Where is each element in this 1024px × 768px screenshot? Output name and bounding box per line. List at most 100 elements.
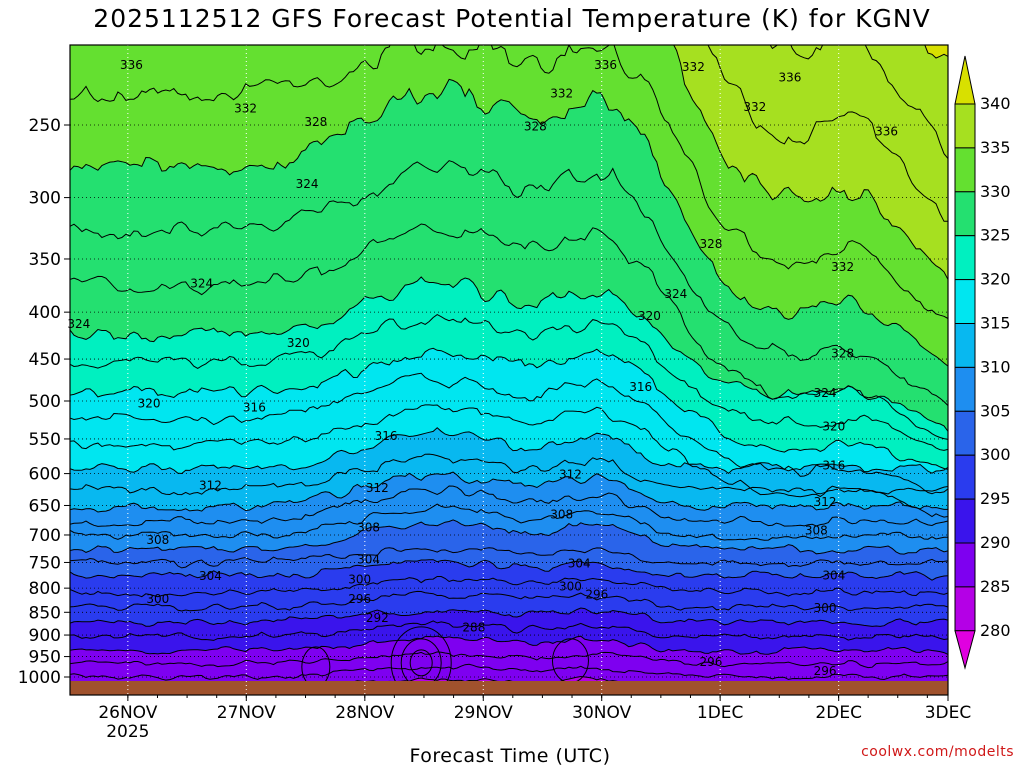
colorbar-swatch xyxy=(954,191,976,237)
contour-label: 304 xyxy=(822,569,845,583)
contour-314 xyxy=(70,427,948,475)
contour-label: 304 xyxy=(357,552,380,566)
contour-290 xyxy=(70,635,948,655)
colorbar-label: 290 xyxy=(980,533,1011,552)
contour-label: 336 xyxy=(779,71,802,85)
contour-label: 336 xyxy=(120,58,143,72)
y-tick-label: 850 xyxy=(29,603,61,623)
y-tick-label: 350 xyxy=(29,250,61,270)
colorbar-label: 320 xyxy=(980,270,1011,289)
credit-link[interactable]: coolwx.com/modelts xyxy=(861,744,1014,760)
colorbar-label: 335 xyxy=(980,138,1011,157)
contour-label: 328 xyxy=(304,115,327,129)
contour-label: 308 xyxy=(357,521,380,535)
contour-label: 316 xyxy=(375,429,398,443)
colorbar-label: 315 xyxy=(980,314,1011,333)
contour-label: 332 xyxy=(234,102,257,116)
colorbar-label: 300 xyxy=(980,445,1011,464)
contour-label: 312 xyxy=(559,467,582,481)
cold-pool-ring xyxy=(390,626,452,695)
contour-label: 300 xyxy=(559,580,582,594)
y-tick-label: 550 xyxy=(29,430,61,450)
contour-label: 324 xyxy=(664,287,687,301)
x-tick-label: 29NOV xyxy=(454,703,513,723)
colorbar-label: 285 xyxy=(980,577,1011,596)
contour-label: 324 xyxy=(67,317,90,331)
contour-label: 300 xyxy=(814,601,837,615)
y-axis-ticks: 250 300 350 400 450 500 550 600 650 700 750 800 850 9… xyxy=(18,116,70,688)
contour-label: 328 xyxy=(699,237,722,251)
contour-294 xyxy=(70,607,948,627)
contour-318 xyxy=(70,372,948,495)
chart-title: 2025112512 GFS Forecast Potential Temper… xyxy=(93,4,931,33)
contour-label: 332 xyxy=(831,260,854,274)
contour-label: 320 xyxy=(287,336,310,350)
contour-label: 320 xyxy=(138,396,161,410)
y-tick-label: 800 xyxy=(29,579,61,599)
contour-label: 312 xyxy=(199,478,222,492)
contour-labels: 336 332 328 324 324 324 320 320 316 316 312 312 312 3… xyxy=(67,58,898,678)
colorbar-swatch xyxy=(954,454,976,500)
contour-326 xyxy=(70,223,948,440)
contour-label: 304 xyxy=(199,569,222,583)
contour-310 xyxy=(70,471,948,513)
contour-298 xyxy=(70,576,948,598)
contour-304 xyxy=(70,519,948,555)
colorbar-bottom-triangle xyxy=(954,630,976,670)
x-axis-ticks: 26NOV 27NOV 28NOV 29NOV 30NOV 1DEC 2DEC 3DEC 202… xyxy=(98,695,971,742)
y-tick-label: 950 xyxy=(29,648,61,668)
y-tick-label: 300 xyxy=(29,189,61,209)
contour-label: 324 xyxy=(296,177,319,191)
ground-surface xyxy=(70,681,948,695)
y-tick-label: 650 xyxy=(29,496,61,516)
contour-300 xyxy=(70,559,948,581)
plot-frame xyxy=(69,44,949,696)
contour-334 xyxy=(673,45,948,280)
contour-286 xyxy=(70,663,948,681)
y-tick-label: 900 xyxy=(29,626,61,646)
contour-336 xyxy=(707,45,948,222)
contour-label: 332 xyxy=(550,87,573,101)
contour-label: 312 xyxy=(814,495,837,509)
contour-306 xyxy=(70,503,948,541)
contour-label: 324 xyxy=(190,276,213,290)
contour-312 xyxy=(70,453,948,496)
y-tick-label: 750 xyxy=(29,553,61,573)
contour-label: 300 xyxy=(348,573,371,587)
colorbar-swatch xyxy=(954,586,976,632)
colorbar-top-triangle xyxy=(954,55,976,105)
contour-label: 312 xyxy=(366,481,389,495)
contour-label: 308 xyxy=(550,508,573,522)
x-tick-label: 26NOV xyxy=(98,703,157,723)
colorbar-swatch xyxy=(954,410,976,456)
contour-label: 300 xyxy=(146,592,169,606)
y-tick-label: 700 xyxy=(29,526,61,546)
contour-328 xyxy=(70,160,948,406)
y-tick-label: 250 xyxy=(29,116,61,136)
colorbar-swatch xyxy=(954,147,976,193)
colorbar-swatch xyxy=(954,542,976,588)
contour-320 xyxy=(70,347,948,470)
contour-label: 320 xyxy=(822,419,845,433)
contour-label: 296 xyxy=(699,655,722,669)
y-tick-label: 400 xyxy=(29,303,61,323)
colorbar-label: 295 xyxy=(980,489,1011,508)
x-tick-label: 28NOV xyxy=(335,703,394,723)
colorbar-label: 310 xyxy=(980,357,1011,376)
colorbar-swatch xyxy=(954,235,976,281)
cold-pool-ring xyxy=(409,649,433,677)
contour-label: 328 xyxy=(524,120,547,134)
contour-338 xyxy=(769,45,948,159)
contour-label: 308 xyxy=(146,533,169,547)
y-tick-label: 500 xyxy=(29,392,61,412)
y-tick-label: 450 xyxy=(29,350,61,370)
contour-label: 328 xyxy=(831,347,854,361)
contour-316 xyxy=(70,404,948,518)
x-year-label: 2025 xyxy=(106,722,149,742)
x-tick-label: 2DEC xyxy=(815,703,862,723)
contour-label: 296 xyxy=(814,664,837,678)
contour-label: 316 xyxy=(629,380,652,394)
y-tick-label: 1000 xyxy=(18,668,61,688)
colorbar: 340 335 330 325 320 315 310 305 300 295 290 285 280 xyxy=(954,55,1011,670)
